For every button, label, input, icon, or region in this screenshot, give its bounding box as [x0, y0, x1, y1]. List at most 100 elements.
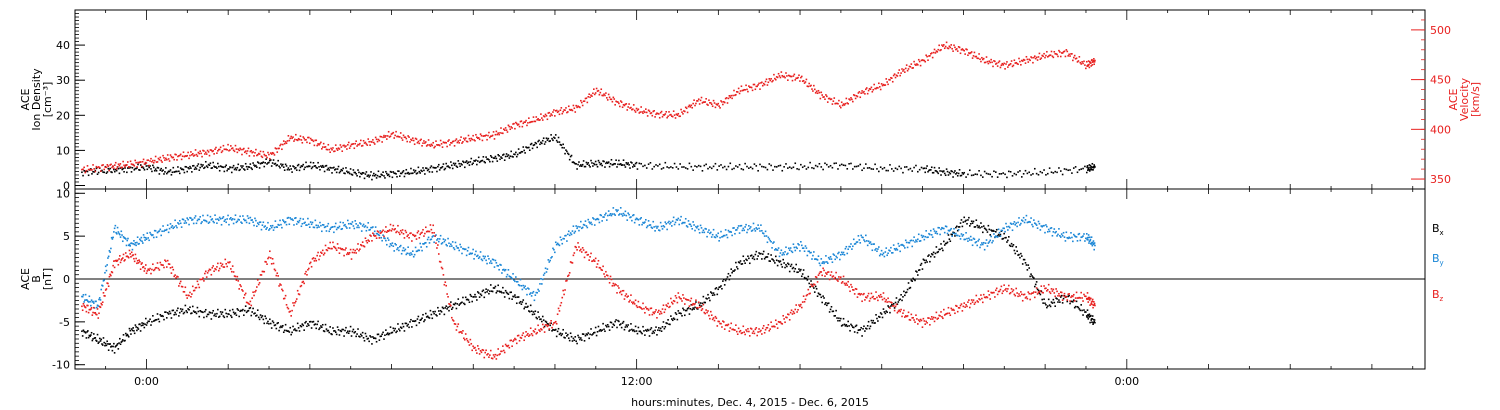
data-point: [853, 331, 856, 333]
data-point: [412, 234, 415, 236]
data-point: [160, 167, 163, 170]
data-point: [864, 93, 866, 95]
data-point: [139, 330, 142, 332]
data-point: [989, 173, 992, 176]
data-point: [976, 244, 979, 247]
data-point: [487, 158, 489, 160]
data-point: [129, 245, 132, 247]
data-point: [469, 252, 472, 255]
data-point: [937, 172, 940, 175]
data-point: [383, 175, 385, 177]
data-point: [917, 238, 919, 241]
data-point: [381, 333, 383, 336]
data-point: [642, 221, 644, 224]
data-point: [609, 321, 612, 324]
data-point: [582, 160, 585, 162]
data-point: [1013, 172, 1016, 175]
data-point: [839, 258, 841, 261]
data-point: [266, 322, 268, 325]
data-point: [892, 170, 895, 172]
data-point: [1081, 236, 1083, 238]
data-point: [917, 274, 919, 276]
data-point: [101, 164, 103, 167]
data-point: [671, 115, 674, 118]
data-point: [704, 227, 707, 230]
data-point: [600, 214, 603, 217]
data-point: [539, 283, 541, 285]
data-point: [693, 308, 695, 310]
data-point: [1050, 171, 1053, 174]
data-point: [1034, 283, 1037, 286]
data-point: [395, 173, 397, 175]
data-point: [304, 139, 306, 141]
data-point: [645, 167, 648, 169]
data-point: [227, 143, 229, 146]
data-point: [875, 87, 877, 90]
data-point: [309, 261, 312, 264]
data-point: [198, 152, 201, 155]
data-point: [109, 343, 111, 345]
data-point: [470, 295, 473, 298]
data-point: [457, 160, 460, 162]
data-point: [94, 169, 97, 172]
data-point: [500, 290, 502, 293]
data-point: [232, 222, 235, 225]
data-point: [188, 223, 190, 226]
data-point: [1020, 176, 1023, 178]
data-point: [666, 116, 668, 119]
data-point: [879, 312, 882, 314]
data-point: [758, 227, 760, 230]
data-point: [176, 159, 178, 161]
data-point: [897, 242, 900, 245]
data-point: [125, 164, 127, 166]
data-point: [712, 165, 715, 168]
data-point: [97, 171, 100, 174]
data-point: [994, 60, 996, 63]
data-point: [134, 242, 137, 244]
data-point: [808, 250, 810, 253]
data-point: [319, 221, 321, 224]
data-point: [145, 162, 148, 164]
data-point: [265, 154, 267, 157]
data-point: [254, 312, 256, 314]
left-tick-label: -5: [59, 316, 70, 329]
data-point: [786, 75, 788, 77]
data-point: [156, 231, 159, 234]
data-point: [155, 266, 158, 269]
data-point: [224, 218, 227, 221]
data-point: [428, 230, 431, 233]
data-point: [1092, 169, 1094, 171]
data-point: [624, 326, 627, 328]
data-point: [444, 141, 447, 144]
data-point: [440, 166, 443, 169]
data-point: [309, 161, 312, 164]
data-point: [182, 168, 185, 171]
data-point: [893, 248, 896, 250]
data-point: [900, 244, 902, 246]
data-point: [678, 312, 681, 314]
data-point: [152, 236, 155, 239]
data-point: [1089, 168, 1091, 171]
data-point: [259, 162, 262, 165]
data-point: [683, 221, 686, 224]
data-point: [1013, 221, 1016, 223]
data-point: [575, 163, 577, 165]
data-point: [1041, 54, 1044, 57]
data-point: [186, 154, 189, 157]
data-point: [387, 239, 390, 241]
data-point: [893, 73, 896, 75]
data-point: [981, 242, 983, 244]
data-point: [469, 338, 472, 341]
data-point: [632, 214, 635, 216]
data-point: [322, 330, 325, 332]
data-point: [437, 240, 440, 243]
data-point: [110, 274, 112, 277]
data-point: [664, 221, 667, 223]
data-point: [806, 254, 809, 257]
data-point: [679, 163, 681, 165]
data-point: [170, 226, 173, 229]
data-point: [1034, 57, 1037, 60]
data-point: [372, 174, 374, 177]
data-point: [104, 265, 107, 268]
data-point: [311, 321, 314, 323]
